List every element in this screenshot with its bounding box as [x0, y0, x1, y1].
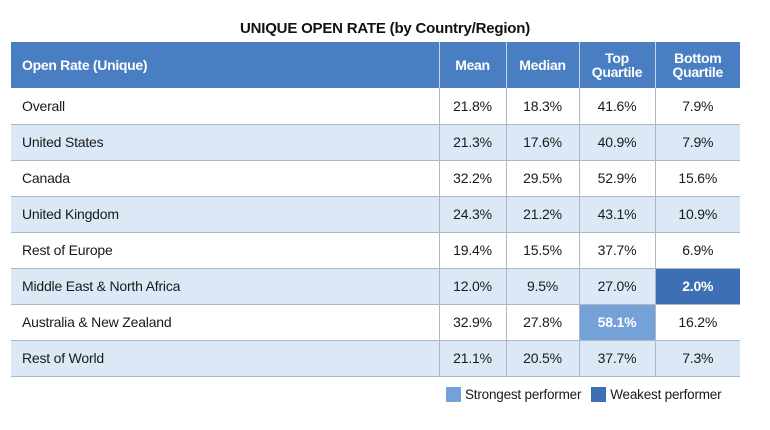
row-label: Rest of World — [11, 340, 440, 377]
table-row: Middle East & North Africa 12.0% 9.5% 27.0%… — [11, 268, 740, 305]
legend-item-strongest: Strongest performer — [446, 387, 581, 402]
column-header-mean: Mean — [439, 42, 507, 88]
table-row: Rest of Europe 19.4% 15.5% 37.7% 6.9% — [11, 232, 740, 269]
column-header-median: Median — [506, 42, 580, 88]
row-label: United Kingdom — [11, 196, 440, 233]
row-label: Australia & New Zealand — [11, 304, 440, 341]
legend-swatch — [446, 387, 461, 402]
legend-swatch — [591, 387, 607, 402]
cell-top-quartile: 58.1% — [579, 304, 656, 341]
cell-bottom-quartile: 2.0% — [655, 268, 740, 305]
row-label: Canada — [11, 160, 440, 197]
column-header-text: Bottom — [674, 50, 722, 66]
cell-bottom-quartile: 7.9% — [655, 124, 740, 161]
cell-median: 29.5% — [506, 160, 580, 197]
column-header-top-quartile: Top Quartile — [579, 42, 656, 88]
cell-mean: 32.9% — [439, 304, 507, 341]
cell-mean: 21.8% — [439, 88, 507, 125]
row-label: United States — [11, 124, 440, 161]
column-header-text: Open Rate (Unique) — [22, 57, 148, 73]
cell-top-quartile: 37.7% — [579, 232, 656, 269]
cell-top-quartile: 27.0% — [579, 268, 656, 305]
column-header-bottom-quartile: Bottom Quartile — [655, 42, 740, 88]
column-header-text: Top — [605, 50, 629, 66]
table-row: United States 21.3% 17.6% 40.9% 7.9% — [11, 124, 740, 161]
table-row: Canada 32.2% 29.5% 52.9% 15.6% — [11, 160, 740, 197]
cell-top-quartile: 40.9% — [579, 124, 656, 161]
column-header-label: Open Rate (Unique) — [11, 42, 440, 88]
row-label: Overall — [11, 88, 440, 125]
table-row: Rest of World 21.1% 20.5% 37.7% 7.3% — [11, 340, 740, 377]
column-header-text: Median — [519, 57, 566, 73]
table-body: Overall 21.8% 18.3% 41.6% 7.9% United States 2… — [11, 88, 740, 377]
cell-mean: 21.3% — [439, 124, 507, 161]
cell-mean: 12.0% — [439, 268, 507, 305]
table-row: Overall 21.8% 18.3% 41.6% 7.9% — [11, 88, 740, 125]
open-rate-table: Open Rate (Unique) Mean Median Top Quartile B… — [11, 42, 740, 377]
row-label: Middle East & North Africa — [11, 268, 440, 305]
cell-mean: 19.4% — [439, 232, 507, 269]
cell-bottom-quartile: 6.9% — [655, 232, 740, 269]
table-row: United Kingdom 24.3% 21.2% 43.1% 10.9% — [11, 196, 740, 233]
cell-top-quartile: 43.1% — [579, 196, 656, 233]
cell-top-quartile: 52.9% — [579, 160, 656, 197]
row-label: Rest of Europe — [11, 232, 440, 269]
cell-top-quartile: 41.6% — [579, 88, 656, 125]
cell-bottom-quartile: 10.9% — [655, 196, 740, 233]
cell-median: 17.6% — [506, 124, 580, 161]
legend-label: Strongest performer — [465, 387, 582, 402]
legend: Strongest performer Weakest performer — [446, 387, 722, 402]
column-header-text: Quartile — [672, 64, 723, 80]
cell-median: 18.3% — [506, 88, 580, 125]
cell-mean: 32.2% — [439, 160, 507, 197]
column-header-text: Mean — [455, 57, 490, 73]
cell-median: 21.2% — [506, 196, 580, 233]
legend-label: Weakest performer — [610, 387, 722, 402]
cell-top-quartile: 37.7% — [579, 340, 656, 377]
cell-median: 20.5% — [506, 340, 580, 377]
table-title: UNIQUE OPEN RATE (by Country/Region) — [239, 20, 531, 37]
cell-median: 27.8% — [506, 304, 580, 341]
cell-mean: 24.3% — [439, 196, 507, 233]
table-row: Australia & New Zealand 32.9% 27.8% 58.1% 16… — [11, 304, 740, 341]
column-header-text: Quartile — [591, 64, 643, 80]
cell-bottom-quartile: 7.3% — [655, 340, 740, 377]
legend-item-weakest: Weakest performer — [591, 387, 722, 402]
cell-median: 9.5% — [506, 268, 580, 305]
cell-mean: 21.1% — [439, 340, 507, 377]
cell-bottom-quartile: 16.2% — [655, 304, 740, 341]
cell-median: 15.5% — [506, 232, 580, 269]
cell-bottom-quartile: 15.6% — [655, 160, 740, 197]
table-header-row: Open Rate (Unique) Mean Median Top Quartile B… — [11, 42, 740, 88]
cell-bottom-quartile: 7.9% — [655, 88, 740, 125]
